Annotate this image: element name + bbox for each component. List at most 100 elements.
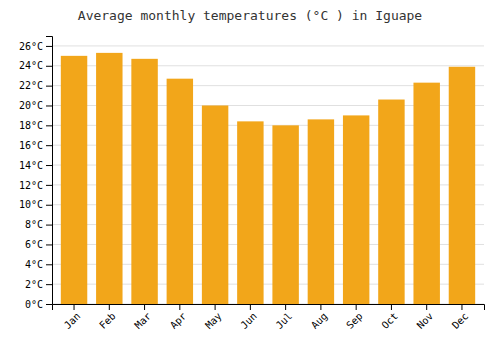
x-tick-mark — [144, 304, 145, 310]
y-tick-mark — [46, 86, 52, 87]
x-tick: May — [203, 304, 224, 331]
x-tick-label: Jun — [238, 310, 259, 331]
y-tick-mark — [46, 165, 52, 166]
y-tick-mark — [46, 304, 52, 305]
y-tick: 20°C — [19, 100, 52, 111]
x-tick: Feb — [97, 304, 118, 331]
x-tick-mark — [215, 304, 216, 310]
y-tick-label: 20°C — [19, 100, 43, 111]
chart: Average monthly temperatures (°C ) in Ig… — [0, 0, 500, 350]
x-tick: Nov — [415, 304, 436, 331]
x-tick-label: May — [203, 310, 224, 331]
x-tick: Dec — [450, 304, 471, 331]
y-axis-line — [46, 37, 53, 305]
bar — [237, 121, 263, 304]
y-tick-label: 8°C — [25, 219, 43, 230]
bar — [167, 79, 193, 304]
y-tick-mark — [46, 264, 52, 265]
x-tick: Jul — [274, 304, 295, 331]
bar — [343, 115, 369, 304]
y-tick: 18°C — [19, 120, 52, 131]
x-tick-label: Nov — [415, 310, 436, 331]
x-tick-mark — [356, 304, 357, 310]
y-tick: 8°C — [25, 219, 52, 230]
bar — [61, 56, 87, 304]
y-tick-label: 22°C — [19, 80, 43, 91]
y-tick: 26°C — [19, 41, 52, 52]
y-tick: 14°C — [19, 160, 52, 171]
y-tick: 16°C — [19, 140, 52, 151]
y-tick-mark — [46, 46, 52, 47]
y-tick-label: 24°C — [19, 60, 43, 71]
x-axis-line — [53, 305, 485, 311]
y-tick-label: 16°C — [19, 140, 43, 151]
title: Average monthly temperatures (°C ) in Ig… — [78, 8, 423, 23]
bar — [308, 119, 334, 304]
y-tick-mark — [46, 284, 52, 285]
y-tick-label: 26°C — [19, 41, 43, 52]
x-tick-mark — [426, 304, 427, 310]
x-tick: Jun — [238, 304, 259, 331]
x-tick-mark — [179, 304, 180, 310]
x-tick-mark — [320, 304, 321, 310]
bar — [413, 83, 439, 304]
y-tick: 24°C — [19, 60, 52, 71]
y-tick: 12°C — [19, 180, 52, 191]
y-tick: 10°C — [19, 199, 52, 210]
y-tick: 22°C — [19, 80, 52, 91]
x-tick-label: Aug — [309, 310, 330, 331]
x-tick-label: Jul — [274, 310, 295, 331]
x-tick: Jan — [62, 304, 83, 331]
x-tick: Mar — [133, 304, 154, 331]
plot: 0°C 2°C 4°C 6°C 8°C 10°C 12°C 14°C 16°C 18°C 20°C 2… — [19, 37, 485, 331]
x-tick-label: Oct — [379, 310, 400, 331]
y-tick-label: 2°C — [25, 279, 43, 290]
bar — [131, 59, 157, 304]
y-tick-label: 12°C — [19, 180, 43, 191]
x-tick-label: Jan — [62, 310, 83, 331]
x-tick-label: Mar — [133, 310, 154, 331]
y-tick-label: 6°C — [25, 239, 43, 250]
y-tick-mark — [46, 225, 52, 226]
bar — [202, 105, 228, 304]
x-tick: Aug — [309, 304, 330, 331]
y-tick-label: 18°C — [19, 120, 43, 131]
y-tick-mark — [46, 145, 52, 146]
grid-line — [52, 45, 484, 46]
y-tick-label: 10°C — [19, 199, 43, 210]
y-tick-mark — [46, 185, 52, 186]
y-tick: 4°C — [25, 259, 52, 270]
x-tick-mark — [250, 304, 251, 310]
x-axis: Jan Feb Mar Apr May Jun Jul Aug Sep Oct Nov Dec — [53, 304, 485, 331]
bars — [61, 53, 475, 304]
y-tick: 6°C — [25, 239, 52, 250]
y-tick-mark — [46, 66, 52, 67]
y-tick-mark — [46, 105, 52, 106]
y-tick-mark — [46, 205, 52, 206]
y-tick-label: 14°C — [19, 160, 43, 171]
x-tick: Oct — [379, 304, 400, 331]
x-tick-mark — [461, 304, 462, 310]
x-tick-label: Dec — [450, 310, 471, 331]
y-tick-label: 4°C — [25, 259, 43, 270]
y-axis: 0°C 2°C 4°C 6°C 8°C 10°C 12°C 14°C 16°C 18°C 20°C 2… — [19, 37, 53, 310]
x-tick: Sep — [344, 304, 365, 331]
x-tick: Apr — [168, 304, 189, 331]
x-tick-mark — [391, 304, 392, 310]
x-tick-mark — [109, 304, 110, 310]
x-tick-mark — [74, 304, 75, 310]
y-tick: 0°C — [25, 299, 52, 310]
x-tick-label: Apr — [168, 310, 189, 331]
bar — [378, 100, 404, 304]
grid — [52, 46, 484, 304]
x-tick-label: Feb — [97, 310, 118, 331]
bar — [272, 125, 298, 304]
x-tick-label: Sep — [344, 310, 365, 331]
y-tick-label: 0°C — [25, 299, 43, 310]
x-tick-mark — [285, 304, 286, 310]
y-tick-mark — [46, 125, 52, 126]
y-tick: 2°C — [25, 279, 52, 290]
bar — [96, 53, 122, 304]
bar — [449, 67, 475, 304]
y-tick-mark — [46, 244, 52, 245]
